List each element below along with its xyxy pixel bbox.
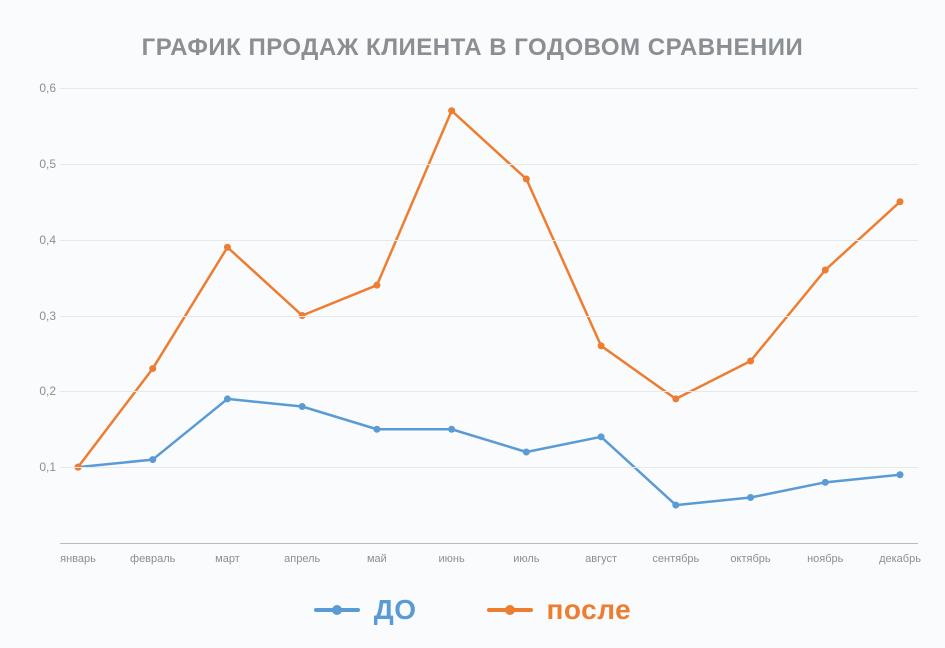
series-marker-after xyxy=(224,244,231,251)
series-marker-before xyxy=(299,403,306,410)
y-axis-label: 0,6 xyxy=(26,81,56,95)
x-axis-label: февраль xyxy=(130,553,175,565)
series-marker-before xyxy=(373,426,380,433)
series-marker-before xyxy=(747,494,754,501)
y-axis-label: 0,3 xyxy=(26,309,56,323)
gridline xyxy=(60,240,918,241)
gridline xyxy=(60,316,918,317)
series-marker-before xyxy=(448,426,455,433)
plot-area: 0,10,20,30,40,50,6январьфевральмартапрел… xyxy=(60,88,918,543)
series-marker-before xyxy=(149,456,156,463)
chart-title: ГРАФИК ПРОДАЖ КЛИЕНТА В ГОДОВОМ СРАВНЕНИ… xyxy=(0,34,945,62)
series-marker-after xyxy=(373,282,380,289)
series-marker-after xyxy=(897,198,904,205)
series-marker-after xyxy=(822,267,829,274)
series-marker-after xyxy=(523,176,530,183)
y-axis-label: 0,4 xyxy=(26,233,56,247)
legend-dot-icon xyxy=(505,605,515,615)
y-axis-label: 0,2 xyxy=(26,384,56,398)
chart-container: ГРАФИК ПРОДАЖ КЛИЕНТА В ГОДОВОМ СРАВНЕНИ… xyxy=(0,0,945,648)
legend-swatch-before xyxy=(314,601,360,619)
gridline xyxy=(60,391,918,392)
series-marker-before xyxy=(897,471,904,478)
series-line-before xyxy=(78,399,900,505)
series-marker-before xyxy=(822,479,829,486)
x-axis-label: октябрь xyxy=(730,553,770,565)
gridline xyxy=(60,467,918,468)
gridline xyxy=(60,543,918,544)
x-axis-label: декабрь xyxy=(879,553,921,565)
series-marker-before xyxy=(224,395,231,402)
series-marker-after xyxy=(598,342,605,349)
x-axis-label: июль xyxy=(513,553,539,565)
x-axis-label: июнь xyxy=(439,553,465,565)
x-axis-label: август xyxy=(585,553,617,565)
y-axis-label: 0,1 xyxy=(26,460,56,474)
x-axis-label: январь xyxy=(60,553,96,565)
legend-swatch-after xyxy=(487,601,533,619)
x-axis-label: сентябрь xyxy=(652,553,699,565)
series-marker-after xyxy=(149,365,156,372)
x-axis-label: май xyxy=(367,553,387,565)
series-marker-after xyxy=(747,358,754,365)
y-axis-label: 0,5 xyxy=(26,157,56,171)
series-marker-before xyxy=(598,433,605,440)
series-marker-before xyxy=(523,449,530,456)
legend-item-after: после xyxy=(487,594,632,626)
x-axis-label: ноябрь xyxy=(807,553,843,565)
legend-label-after: после xyxy=(547,594,632,626)
gridline xyxy=(60,88,918,89)
legend: ДО после xyxy=(0,594,945,626)
legend-dot-icon xyxy=(332,605,342,615)
series-marker-after xyxy=(672,395,679,402)
legend-label-before: ДО xyxy=(374,594,417,626)
x-axis-label: март xyxy=(215,553,240,565)
gridline xyxy=(60,164,918,165)
x-axis-label: апрель xyxy=(284,553,320,565)
series-marker-after xyxy=(448,107,455,114)
legend-item-before: ДО xyxy=(314,594,417,626)
series-marker-before xyxy=(672,502,679,509)
